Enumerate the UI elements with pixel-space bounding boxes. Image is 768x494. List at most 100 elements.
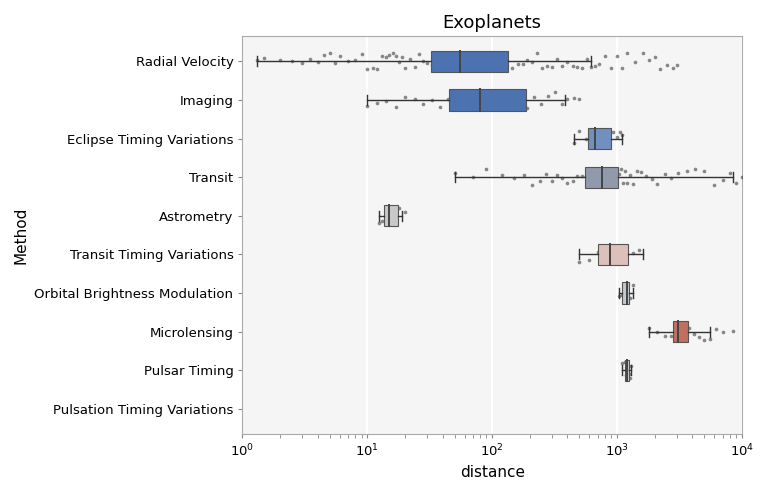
Point — [312, 58, 324, 66]
Point — [616, 248, 628, 256]
Point — [672, 169, 684, 177]
Point — [624, 171, 636, 179]
Point — [508, 174, 521, 182]
Point — [521, 56, 533, 64]
Point — [727, 327, 740, 335]
Point — [571, 172, 584, 180]
Point — [614, 128, 627, 136]
Point — [616, 64, 628, 72]
Point — [506, 104, 518, 112]
Point — [506, 64, 518, 72]
Point — [580, 135, 592, 143]
Point — [376, 217, 388, 225]
Point — [571, 63, 584, 71]
Point — [634, 168, 647, 176]
Point — [555, 62, 568, 70]
Point — [474, 60, 486, 68]
Point — [670, 61, 683, 69]
Point — [621, 250, 633, 258]
Bar — [588, 128, 611, 149]
Point — [613, 292, 625, 300]
Point — [693, 333, 705, 341]
Point — [404, 55, 416, 63]
Point — [460, 55, 472, 63]
Bar — [673, 321, 688, 342]
Point — [619, 167, 631, 175]
Point — [371, 99, 383, 107]
Point — [551, 55, 563, 63]
Point — [250, 56, 263, 64]
Bar — [622, 283, 629, 304]
Point — [621, 364, 633, 371]
Point — [483, 100, 495, 108]
Point — [574, 258, 586, 266]
Point — [665, 332, 677, 340]
Bar — [624, 360, 629, 381]
Point — [496, 54, 508, 62]
Point — [333, 52, 346, 60]
Point — [621, 294, 633, 302]
Point — [521, 104, 533, 112]
Point — [581, 55, 593, 63]
Point — [723, 169, 736, 177]
Point — [660, 61, 673, 69]
Point — [583, 256, 595, 264]
Point — [593, 166, 605, 174]
Point — [640, 172, 652, 180]
Point — [648, 53, 660, 61]
Point — [603, 136, 615, 144]
Point — [651, 328, 664, 336]
Bar — [383, 205, 398, 226]
Point — [658, 170, 670, 178]
Point — [567, 62, 579, 70]
Point — [710, 325, 722, 332]
Point — [698, 167, 710, 175]
Point — [386, 49, 399, 57]
Point — [498, 94, 511, 102]
Point — [684, 325, 696, 332]
Point — [643, 56, 655, 64]
Point — [605, 64, 617, 72]
Point — [561, 179, 574, 187]
Point — [689, 165, 701, 173]
Point — [651, 180, 664, 188]
Point — [540, 170, 552, 178]
Bar — [598, 244, 628, 265]
Point — [426, 61, 439, 69]
Point — [399, 208, 411, 216]
Point — [620, 371, 632, 379]
Point — [342, 57, 354, 65]
Point — [575, 171, 588, 179]
Point — [274, 56, 286, 64]
Point — [555, 174, 568, 182]
Point — [601, 166, 614, 174]
Point — [717, 329, 729, 336]
Point — [590, 131, 602, 139]
Point — [599, 249, 611, 257]
Point — [574, 95, 586, 103]
Point — [708, 181, 720, 189]
Point — [396, 52, 409, 60]
Point — [465, 50, 478, 58]
Point — [442, 95, 454, 103]
Title: Exoplanets: Exoplanets — [442, 14, 541, 32]
Point — [585, 129, 598, 137]
Point — [478, 58, 490, 66]
Point — [376, 52, 388, 60]
Point — [611, 52, 623, 60]
Point — [703, 335, 716, 343]
Point — [526, 58, 538, 66]
Point — [621, 179, 633, 187]
Point — [393, 58, 406, 66]
Point — [667, 64, 679, 72]
Point — [568, 94, 580, 102]
Point — [399, 93, 411, 101]
Point — [526, 181, 538, 189]
Point — [561, 95, 574, 103]
Point — [624, 294, 637, 302]
Point — [623, 370, 635, 378]
Point — [535, 100, 547, 108]
Point — [545, 177, 558, 185]
Point — [426, 95, 439, 103]
Point — [528, 93, 540, 101]
